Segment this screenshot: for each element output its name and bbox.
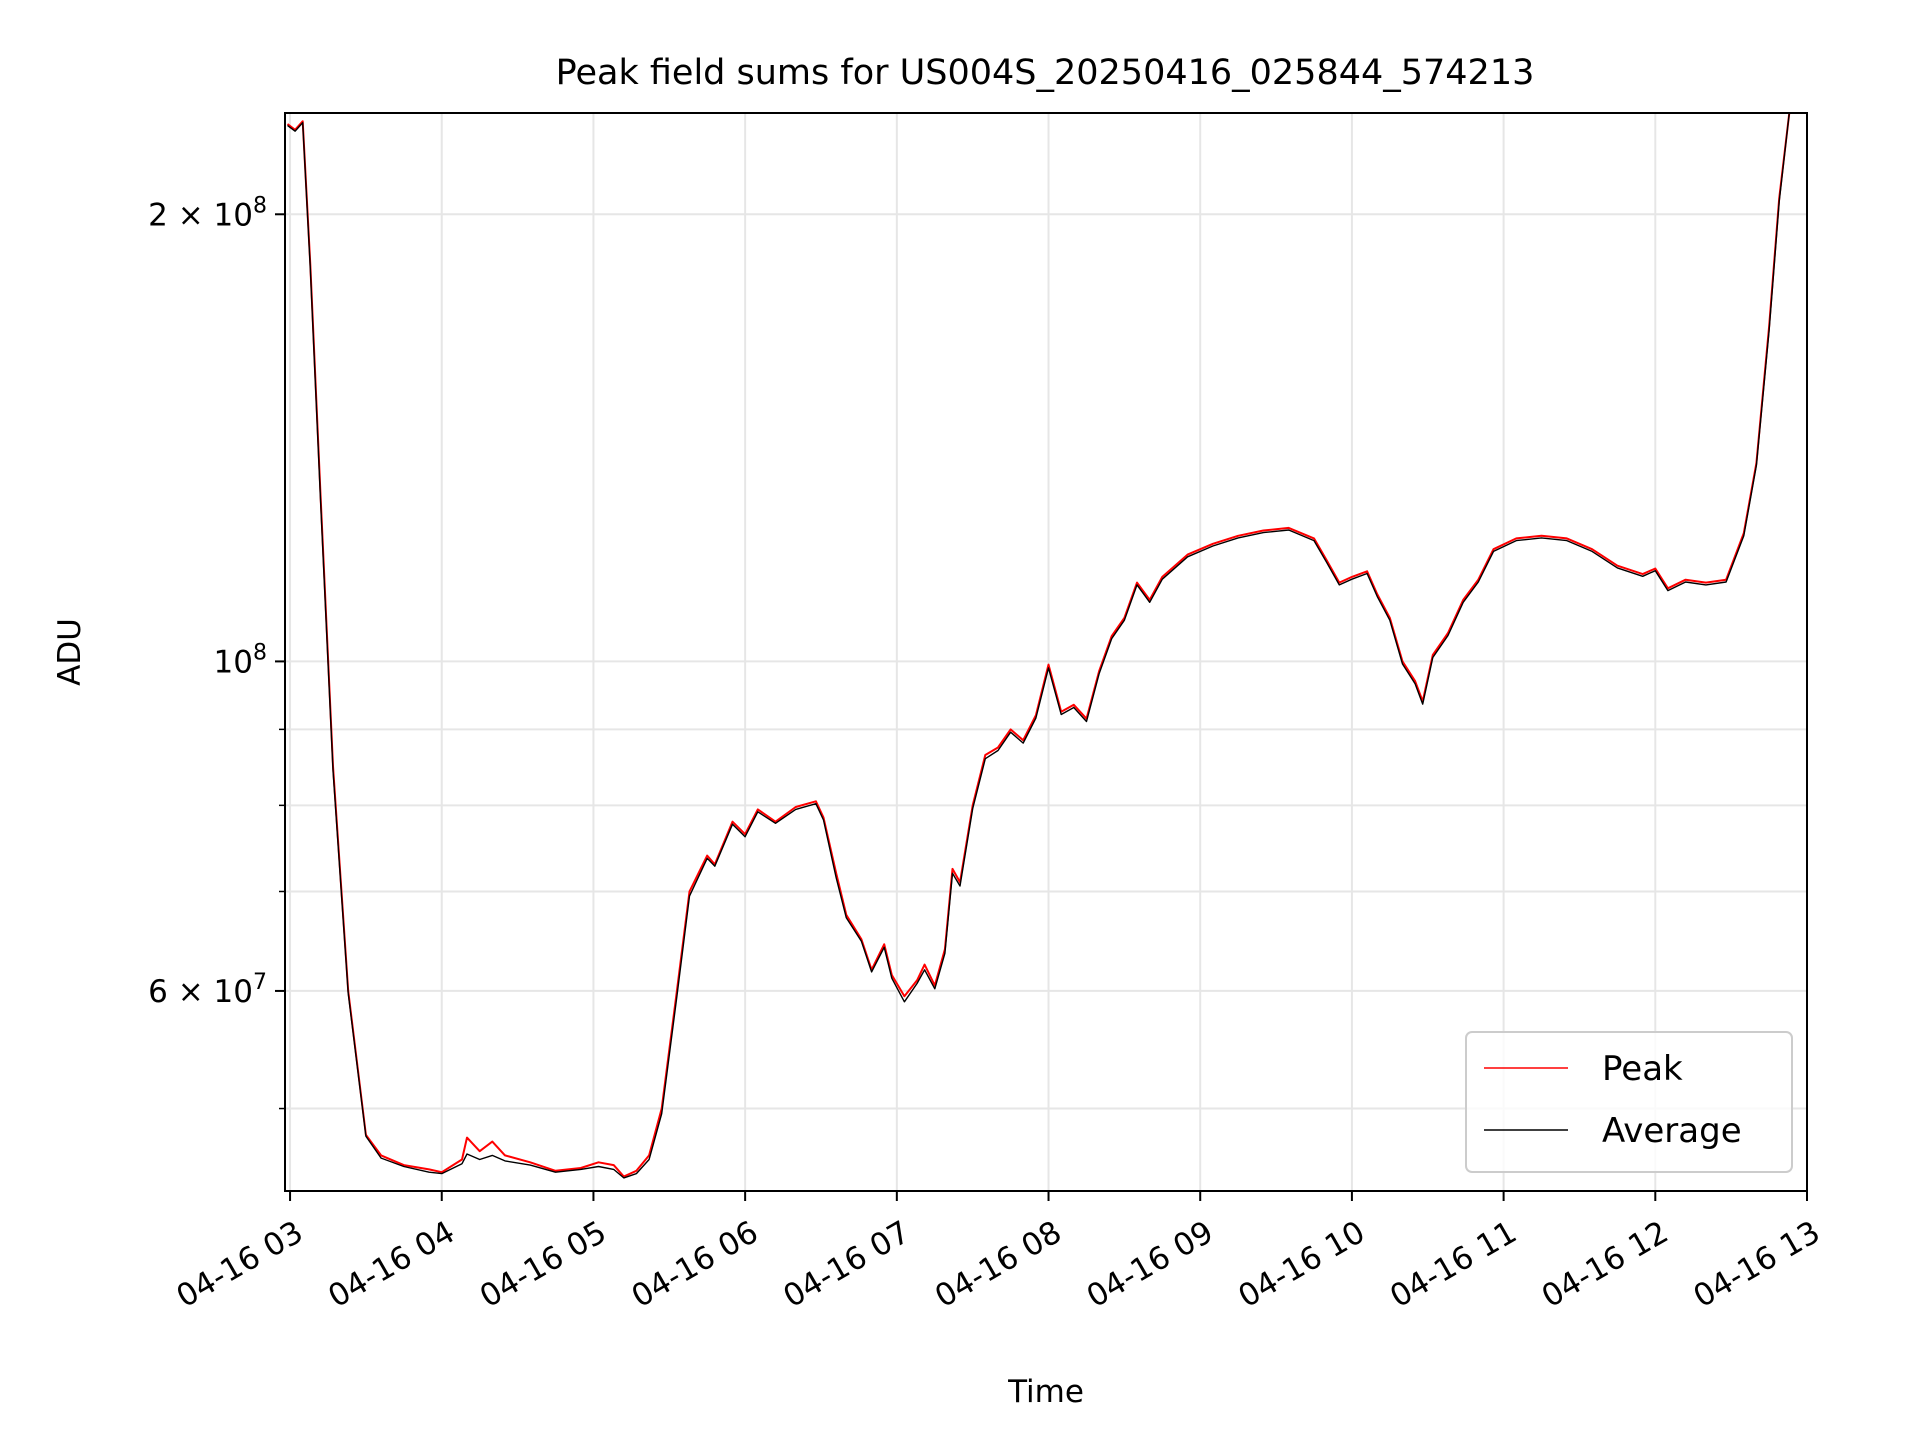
y-tick-label: 108: [214, 640, 267, 680]
x-tick-label: 04-16 09: [1081, 1214, 1220, 1315]
y-tick-label: 6 × 107: [148, 970, 267, 1010]
legend-label-peak: Peak: [1602, 1049, 1683, 1089]
x-tick-label: 04-16 11: [1384, 1214, 1523, 1315]
grid-lines: [285, 113, 1808, 1191]
y-tick-label: 2 × 108: [148, 193, 267, 233]
legend: Peak Average: [1465, 1031, 1793, 1173]
x-tick-label: 04-16 08: [929, 1214, 1068, 1315]
x-tick-label: 04-16 05: [474, 1214, 613, 1315]
x-tick-label: 04-16 07: [777, 1214, 916, 1315]
legend-box: [1465, 1031, 1793, 1173]
x-tick-label: 04-16 13: [1687, 1214, 1826, 1315]
x-tick-label: 04-16 04: [322, 1214, 461, 1315]
x-tick-label: 04-16 06: [626, 1214, 765, 1315]
y-axis: 6 × 107 108 2 × 108: [148, 193, 285, 1110]
legend-label-average: Average: [1602, 1111, 1742, 1151]
series-lines: [286, 112, 1791, 1179]
x-tick-label: 04-16 10: [1232, 1214, 1371, 1315]
y-axis-label: ADU: [52, 618, 88, 686]
plot-frame: [284, 112, 1808, 1192]
x-tick-label: 04-16 03: [171, 1214, 310, 1315]
series-line-average: [287, 112, 1790, 1179]
x-tick-label: 04-16 12: [1536, 1214, 1675, 1315]
x-axis-label: Time: [1007, 1374, 1084, 1410]
chart-title: Peak field sums for US004S_20250416_0258…: [556, 53, 1535, 93]
series-line-peak: [286, 112, 1791, 1178]
x-axis: 04-16 03 04-16 04 04-16 05 04-16 06 04-16 07…: [171, 1191, 1826, 1315]
